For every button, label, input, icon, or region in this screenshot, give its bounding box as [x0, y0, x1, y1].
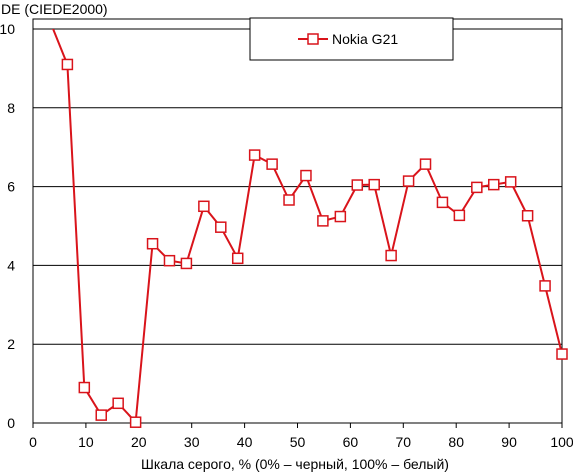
- data-point-marker: [95, 409, 107, 421]
- y-axis-ticks: 0 2 4 6 8 10: [0, 21, 15, 431]
- y-axis-label: DE (CIEDE2000): [1, 1, 108, 17]
- series-line: [52, 29, 562, 423]
- data-point-marker: [248, 149, 261, 161]
- legend-label-series-1: Nokia G21: [332, 31, 398, 47]
- data-point-marker: [453, 209, 466, 222]
- data-point-marker: [129, 416, 142, 428]
- data-point-marker: [300, 169, 312, 182]
- data-point-marker: [61, 58, 74, 71]
- x-axis-label: Шкала серого, % (0% – черный, 100% – бел…: [141, 456, 449, 472]
- data-point-marker: [180, 257, 193, 270]
- data-point-marker: [163, 254, 176, 267]
- series-group: [52, 29, 568, 428]
- data-point-marker: [112, 397, 124, 410]
- y-tick-label: 2: [7, 336, 15, 352]
- legend-box: [249, 17, 454, 61]
- data-point-marker: [317, 215, 329, 227]
- data-point-marker: [368, 178, 380, 191]
- x-tick-label: 70: [396, 434, 412, 450]
- data-point-marker: [283, 194, 295, 206]
- data-point-marker: [504, 176, 517, 188]
- data-point-marker: [78, 381, 91, 394]
- x-tick-label: 0: [29, 434, 37, 450]
- x-tick-label: 50: [290, 434, 306, 450]
- y-tick-label: 8: [7, 100, 15, 116]
- data-point-marker: [334, 210, 347, 223]
- legend-marker-swatch: [307, 33, 319, 45]
- x-tick-label: 100: [550, 434, 573, 450]
- y-tick-label: 4: [7, 257, 15, 273]
- data-point-marker: [146, 237, 159, 250]
- data-point-marker: [419, 158, 432, 170]
- y-tick-label: 0: [7, 415, 15, 431]
- y-tick-label: 10: [0, 21, 15, 37]
- data-point-marker: [266, 158, 278, 170]
- data-point-marker: [351, 179, 364, 191]
- x-tick-label: 40: [237, 434, 253, 450]
- data-point-marker: [521, 210, 534, 222]
- data-point-marker: [556, 348, 568, 360]
- x-tick-label: 60: [343, 434, 359, 450]
- data-point-marker: [385, 249, 397, 262]
- x-tick-label: 90: [501, 434, 517, 450]
- data-point-marker: [471, 181, 483, 194]
- x-tick-label: 80: [448, 434, 464, 450]
- legend: Nokia G21: [249, 17, 454, 61]
- grid-lines: [33, 28, 562, 424]
- data-point-marker: [539, 280, 551, 292]
- data-point-marker: [436, 196, 449, 209]
- data-point-marker: [231, 252, 244, 265]
- plot-border: [32, 18, 563, 424]
- x-tick-label: 20: [131, 434, 147, 450]
- x-axis-ticks: 0 10 20 30 40 50 60 70 80 90 100: [29, 423, 573, 450]
- data-point-marker: [402, 175, 415, 187]
- plot-area-frame: [32, 18, 563, 424]
- data-point-marker: [198, 200, 210, 213]
- y-tick-label: 6: [7, 179, 15, 195]
- x-tick-label: 10: [78, 434, 94, 450]
- x-tick-label: 30: [184, 434, 200, 450]
- data-point-marker: [215, 221, 227, 233]
- data-point-marker: [488, 178, 500, 191]
